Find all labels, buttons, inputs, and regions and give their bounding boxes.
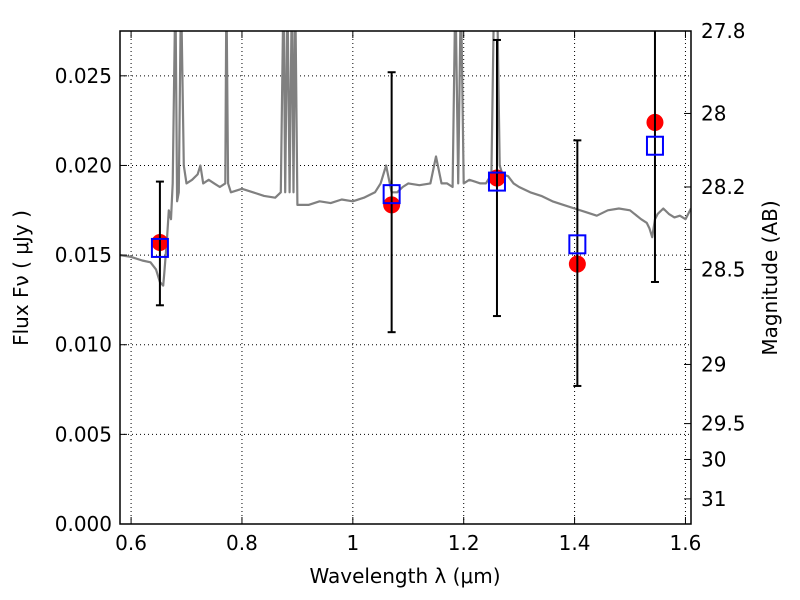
y-tick-label: 0.000 [55,512,112,536]
x-tick-label: 1.4 [559,531,591,555]
y-tick-label: 0.010 [55,333,112,357]
x-tick-label: 1 [346,531,359,555]
y-tick-label: 0.015 [55,243,112,267]
plot-frame [119,30,692,525]
x-tick-label: 1.6 [670,531,702,555]
y-tick-label: 0.025 [55,64,112,88]
y2-tick-label: 28 [701,101,726,125]
y2-tick-label: 29.5 [701,412,746,436]
y2-axis-label: Magnitude (AB) [758,200,782,355]
y2-tick-label: 30 [701,447,726,471]
y-tick-label: 0.005 [55,422,112,446]
x-tick-label: 1.2 [448,531,480,555]
plot-area [120,31,691,287]
axes: 0.6 0.8 1 1.2 1.4 1.6 0.000 0.005 0.010 0.015 0.02… [55,19,746,555]
x-tick-label: 0.6 [115,531,147,555]
y2-tick-label: 31 [701,487,726,511]
grid-lines [120,31,691,524]
y2-tick-label: 28.2 [701,175,746,199]
y2-tick-label: 29 [701,352,726,376]
x-tick-label: 0.8 [226,531,258,555]
y-tick-label: 0.020 [55,153,112,177]
model-point [382,184,401,205]
model-point [568,234,587,255]
model-point [150,237,169,258]
spectrum-line [120,31,691,287]
y-axis-label: Flux Fν ( μJy ) [9,210,33,346]
y2-tick-label: 28.5 [701,257,746,281]
y2-tick-label: 27.8 [701,19,746,43]
x-axis-label: Wavelength λ (μm) [309,564,500,588]
error-bars [150,31,664,387]
model-point [487,171,506,192]
model-point [645,135,664,156]
